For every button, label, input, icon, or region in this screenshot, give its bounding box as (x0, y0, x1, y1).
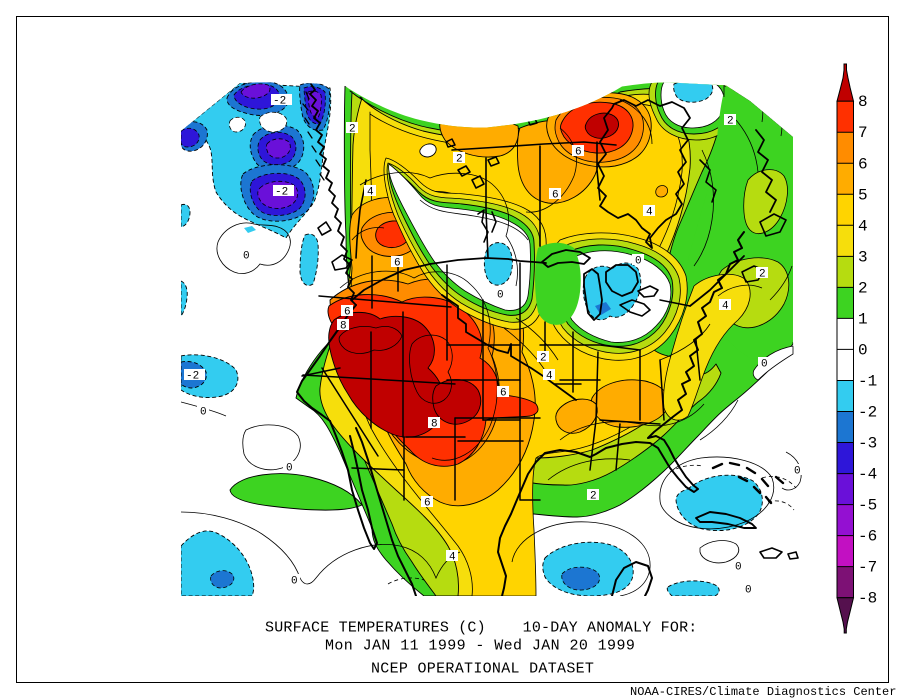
svg-text:-5: -5 (858, 497, 877, 515)
svg-text:4: 4 (546, 371, 553, 383)
svg-text:2: 2 (858, 279, 868, 297)
svg-text:4: 4 (858, 217, 868, 235)
svg-text:6: 6 (167, 453, 174, 465)
svg-text:Mon JAN 11 1999 - Wed JAN 20 1: Mon JAN 11 1999 - Wed JAN 20 1999 (325, 638, 635, 655)
svg-text:-2: -2 (275, 187, 288, 199)
svg-text:5: 5 (150, 422, 157, 434)
svg-text:6: 6 (858, 155, 868, 173)
svg-text:-1: -1 (858, 373, 877, 391)
svg-text:2: 2 (540, 353, 547, 365)
svg-text:3: 3 (858, 248, 868, 266)
svg-text:-7: -7 (858, 559, 877, 577)
svg-text:0: 0 (291, 576, 298, 588)
svg-text:4: 4 (646, 207, 653, 219)
svg-text:8: 8 (431, 419, 438, 431)
svg-text:2: 2 (759, 269, 766, 281)
svg-text:0: 0 (794, 466, 801, 478)
svg-text:2: 2 (456, 154, 463, 166)
svg-text:6: 6 (575, 147, 582, 159)
svg-text:6: 6 (500, 388, 507, 400)
svg-text:0: 0 (761, 359, 768, 371)
svg-text:0: 0 (635, 256, 642, 268)
svg-text:1: 1 (858, 310, 868, 328)
svg-text:5: 5 (858, 186, 868, 204)
svg-text:6: 6 (424, 498, 431, 510)
svg-text:0: 0 (286, 463, 293, 475)
svg-text:-6: -6 (858, 528, 877, 546)
svg-text:0: 0 (243, 251, 250, 263)
svg-text:0: 0 (803, 366, 810, 378)
svg-text:NOAA-CIRES/Climate Diagnostics: NOAA-CIRES/Climate Diagnostics Center (630, 685, 896, 699)
svg-text:6: 6 (344, 307, 351, 319)
svg-text:-4: -4 (858, 466, 877, 484)
svg-text:-8: -8 (858, 590, 877, 608)
svg-text:8: 8 (340, 321, 347, 333)
svg-text:0: 0 (858, 341, 868, 359)
svg-text:6: 6 (394, 258, 401, 270)
svg-text:7: 7 (858, 124, 868, 142)
svg-text:2: 2 (349, 124, 356, 136)
svg-text:-3: -3 (858, 435, 877, 453)
svg-text:-2: -2 (186, 371, 199, 383)
svg-text:0: 0 (200, 407, 207, 419)
svg-text:4: 4 (449, 552, 456, 564)
svg-text:0: 0 (497, 290, 504, 302)
svg-text:-2: -2 (273, 96, 286, 108)
svg-text:0: 0 (745, 585, 752, 597)
svg-text:NCEP OPERATIONAL DATASET: NCEP OPERATIONAL DATASET (371, 661, 594, 678)
svg-text:4: 4 (367, 187, 374, 199)
svg-text:2: 2 (590, 491, 597, 503)
svg-text:-2: -2 (858, 404, 877, 422)
svg-text:2: 2 (727, 116, 734, 128)
svg-text:8: 8 (858, 93, 868, 111)
svg-text:SURFACE TEMPERATURES (C) 10: SURFACE TEMPERATURES (C) 10-DAY ANOMALY … (265, 620, 697, 637)
svg-text:4: 4 (722, 301, 729, 313)
svg-text:0: 0 (735, 562, 742, 574)
svg-text:6: 6 (552, 190, 559, 202)
